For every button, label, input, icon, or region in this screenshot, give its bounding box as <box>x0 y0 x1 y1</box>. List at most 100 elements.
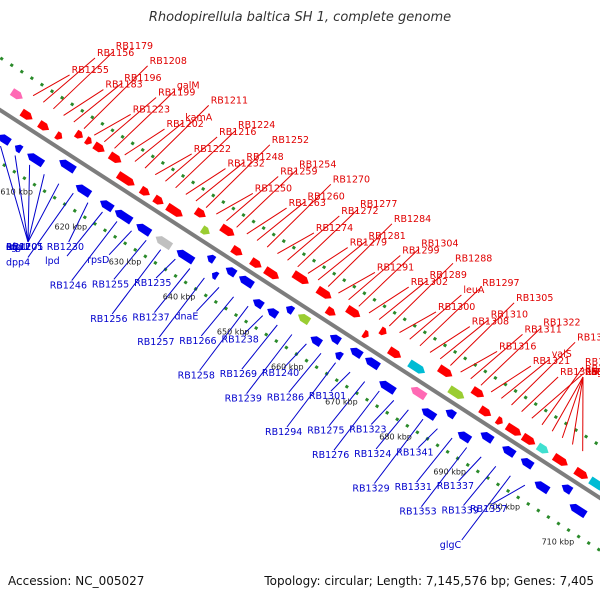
reverse-label-leader <box>241 324 278 370</box>
reverse-gene-arrow <box>286 305 296 315</box>
forward-label-leader <box>470 334 523 380</box>
forward-gene-label: RB1350 <box>585 367 600 378</box>
reverse-gene-label: RB1255 <box>92 279 129 290</box>
scale-label: 640 kbp <box>163 293 196 302</box>
label-layer: 610 kbp 620 kbp 630 kbp 640 kbp 650 kbp 660 k… <box>0 41 600 551</box>
forward-gene-label: flhB <box>585 367 600 378</box>
reverse-label-leader <box>158 277 205 338</box>
forward-gene-label: RB1291 <box>377 262 414 273</box>
reverse-label-leader <box>14 155 29 243</box>
inner-dotted-track <box>0 160 600 553</box>
forward-label-leader <box>73 82 123 123</box>
reverse-label-leader <box>417 428 438 448</box>
reverse-gene-label: RB1239 <box>225 394 262 405</box>
forward-label-leader <box>307 247 348 274</box>
reverse-gene-label: efp <box>6 242 21 253</box>
reverse-gene-arrow <box>365 357 381 371</box>
reverse-label-leader <box>27 183 60 243</box>
track-layer <box>0 55 600 553</box>
forward-label-leader <box>480 327 542 386</box>
reverse-gene-arrow <box>136 223 153 237</box>
reverse-label-leader <box>246 334 293 395</box>
forward-gene-label: RB1311 <box>525 324 562 335</box>
forward-gene-arrow <box>138 185 150 196</box>
forward-label-leader <box>175 129 237 189</box>
reverse-gene-label: dpp4 <box>6 257 30 268</box>
reverse-gene-label: RB1323 <box>349 424 386 435</box>
forward-label-leader <box>419 287 481 347</box>
reverse-gene-label: RB1339 <box>442 505 479 516</box>
forward-label-leader <box>531 373 584 419</box>
reverse-gene-label: RB1235 <box>134 278 171 289</box>
forward-label-leader <box>53 50 115 110</box>
reverse-gene-arrow <box>207 254 217 264</box>
reverse-gene-arrow <box>569 503 588 519</box>
reverse-gene-label: RB1341 <box>396 448 433 459</box>
reverse-gene-label: RB1324 <box>354 449 391 460</box>
reverse-gene-label: RB1266 <box>179 336 216 347</box>
reverse-gene-arrow <box>534 481 551 495</box>
forward-gene-arrow <box>291 270 309 285</box>
scale-label: 700 kbp <box>487 503 520 512</box>
forward-label-leader <box>103 97 157 143</box>
reverse-gene-arrow <box>27 153 46 168</box>
forward-gene-label: RB1316 <box>499 341 536 352</box>
forward-gene-label: RB1202 <box>167 119 204 130</box>
forward-label-leader <box>195 161 245 202</box>
forward-gene-arrow <box>315 285 332 299</box>
forward-gene-label: RB1260 <box>308 191 345 202</box>
forward-label-leader <box>450 302 515 366</box>
reverse-label-leader <box>416 437 453 483</box>
reverse-gene-arrow <box>457 431 473 444</box>
forward-gene-arrow <box>478 405 492 417</box>
forward-label-leader <box>93 113 131 136</box>
reverse-gene-label: rpsD <box>87 255 109 266</box>
forward-gene-label: RB1155 <box>72 65 109 76</box>
forward-gene-label: nagA <box>585 367 600 378</box>
forward-label-leader <box>572 376 584 445</box>
forward-gene-label: RB1288 <box>455 253 492 264</box>
reverse-label-leader <box>374 418 424 484</box>
forward-gene-label: RB1326 <box>560 367 597 378</box>
forward-gene-label: RB1259 <box>280 167 317 178</box>
forward-gene-arrow <box>230 245 243 256</box>
forward-gene-label: RB1321 <box>533 356 570 367</box>
reverse-label-leader <box>154 268 191 313</box>
reverse-gene-arrow <box>176 249 196 265</box>
forward-gene-label: RB1270 <box>333 174 370 185</box>
forward-gene-arrow <box>199 225 210 235</box>
forward-label-leader <box>388 262 454 327</box>
reverse-label-leader <box>333 390 380 451</box>
forward-label-leader <box>297 208 359 268</box>
reverse-gene-label: mgtE <box>6 242 31 253</box>
forward-gene-label: kamA <box>185 112 212 123</box>
forward-gene-label: RB1281 <box>369 231 406 242</box>
genome-backbone <box>0 107 600 501</box>
forward-gene-arrow <box>520 432 536 445</box>
reverse-label-leader <box>328 381 366 427</box>
forward-gene-label: RB1263 <box>289 198 326 209</box>
forward-gene-arrow <box>361 329 369 339</box>
reverse-label-leader <box>375 409 409 450</box>
forward-label-leader <box>368 286 409 314</box>
reverse-gene-arrow <box>379 380 397 395</box>
reverse-gene-arrow <box>225 267 238 278</box>
forward-label-leader <box>114 90 176 149</box>
forward-gene-arrow <box>551 453 568 466</box>
reverse-gene-label: RB1238 <box>222 335 259 346</box>
forward-gene-label: RB1289 <box>430 270 467 281</box>
reverse-gene-arrow <box>561 484 574 495</box>
reverse-label-leader <box>288 352 322 393</box>
reverse-gene-label: RB1357 <box>470 504 507 515</box>
reverse-label-leader <box>370 400 395 425</box>
forward-label-leader <box>399 311 437 334</box>
forward-label-leader <box>154 153 192 176</box>
forward-gene-arrow <box>73 129 83 139</box>
forward-gene-arrow <box>9 88 23 100</box>
forward-gene-label: RB1216 <box>219 127 256 138</box>
forward-gene-label: RB1279 <box>350 238 387 249</box>
reverse-label-leader <box>461 475 511 541</box>
reverse-gene-arrow <box>335 351 344 361</box>
forward-gene-label: RB1232 <box>228 159 265 170</box>
reverse-gene-arrow <box>267 308 280 319</box>
